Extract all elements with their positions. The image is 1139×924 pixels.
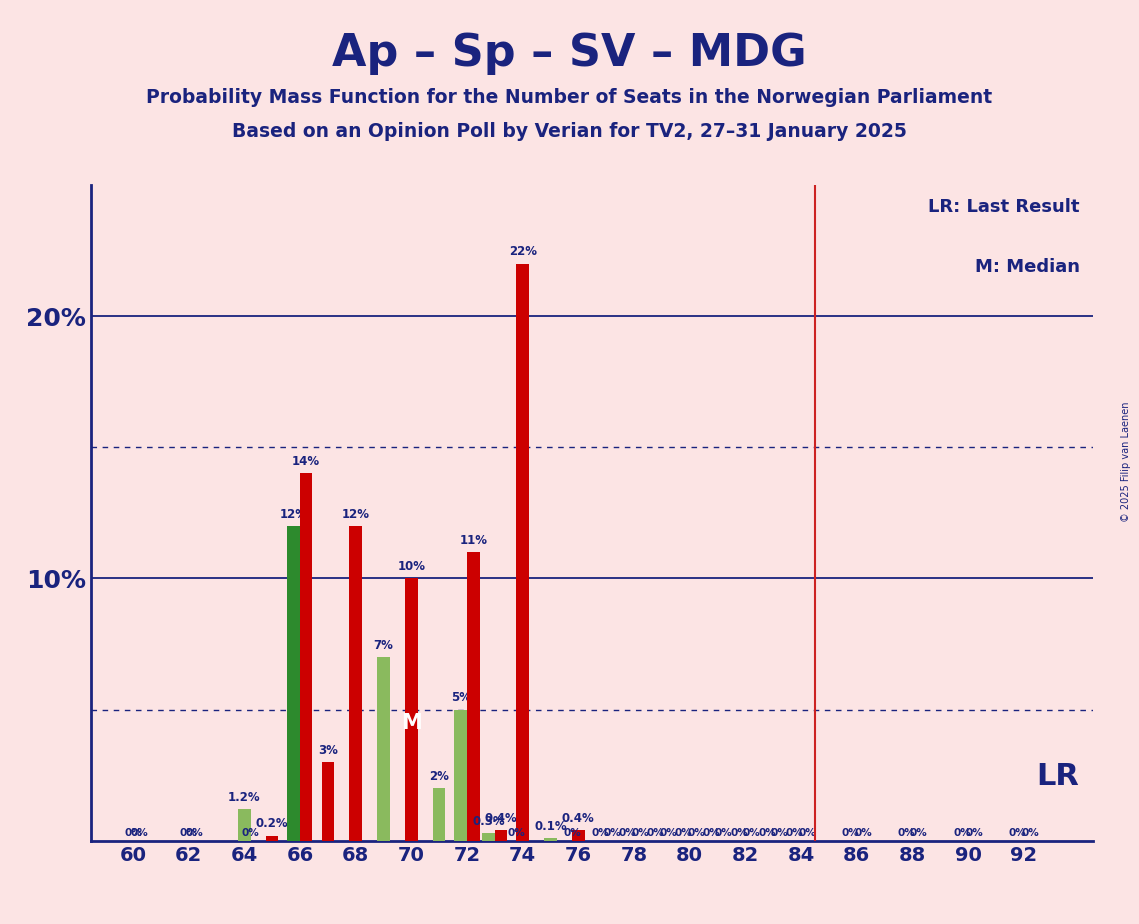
Text: LR: LR	[1036, 762, 1080, 791]
Text: 0.4%: 0.4%	[562, 812, 595, 825]
Bar	[405, 578, 418, 841]
Bar	[238, 809, 251, 841]
Text: 5%: 5%	[451, 691, 470, 704]
Text: 1.2%: 1.2%	[228, 791, 261, 804]
Text: 11%: 11%	[459, 534, 487, 547]
Bar	[516, 263, 528, 841]
Text: 0%: 0%	[743, 828, 761, 838]
Text: 0%: 0%	[953, 828, 970, 838]
Bar	[467, 553, 480, 841]
Text: 12%: 12%	[342, 507, 370, 521]
Text: 0.3%: 0.3%	[473, 815, 505, 828]
Text: 0%: 0%	[898, 828, 915, 838]
Bar	[494, 831, 507, 841]
Text: Ap – Sp – SV – MDG: Ap – Sp – SV – MDG	[333, 32, 806, 76]
Bar	[544, 838, 557, 841]
Bar	[433, 788, 445, 841]
Text: 0%: 0%	[631, 828, 649, 838]
Text: 0%: 0%	[647, 828, 664, 838]
Text: 10%: 10%	[398, 560, 425, 573]
Bar	[454, 710, 467, 841]
Text: 0%: 0%	[1009, 828, 1026, 838]
Text: 14%: 14%	[292, 456, 320, 468]
Bar	[482, 833, 494, 841]
Text: 0%: 0%	[186, 828, 204, 838]
Text: 12%: 12%	[280, 507, 308, 521]
Text: 0%: 0%	[798, 828, 817, 838]
Bar	[300, 473, 312, 841]
Text: 0%: 0%	[591, 828, 609, 838]
Text: © 2025 Filip van Laenen: © 2025 Filip van Laenen	[1121, 402, 1131, 522]
Text: 0%: 0%	[854, 828, 872, 838]
Text: 0%: 0%	[730, 828, 748, 838]
Text: 0%: 0%	[910, 828, 927, 838]
Text: 0%: 0%	[703, 828, 720, 838]
Text: 0%: 0%	[124, 828, 141, 838]
Text: 22%: 22%	[509, 245, 536, 259]
Text: 3%: 3%	[318, 744, 338, 757]
Text: 7%: 7%	[374, 638, 393, 652]
Text: 0%: 0%	[180, 828, 197, 838]
Text: 0%: 0%	[1022, 828, 1039, 838]
Text: Probability Mass Function for the Number of Seats in the Norwegian Parliament: Probability Mass Function for the Number…	[147, 88, 992, 107]
Text: 0%: 0%	[659, 828, 677, 838]
Text: 0%: 0%	[604, 828, 622, 838]
Bar	[265, 835, 278, 841]
Bar	[350, 526, 362, 841]
Text: 0.4%: 0.4%	[485, 812, 517, 825]
Text: 0%: 0%	[715, 828, 732, 838]
Text: 0.1%: 0.1%	[534, 820, 567, 833]
Text: Based on an Opinion Poll by Verian for TV2, 27–31 January 2025: Based on an Opinion Poll by Verian for T…	[232, 122, 907, 141]
Text: M: M	[401, 712, 421, 733]
Text: 0%: 0%	[786, 828, 804, 838]
Text: 2%: 2%	[429, 770, 449, 784]
Text: 0%: 0%	[130, 828, 148, 838]
Text: 0%: 0%	[563, 828, 581, 838]
Text: 0%: 0%	[241, 828, 260, 838]
Text: 0%: 0%	[966, 828, 983, 838]
Text: 0.2%: 0.2%	[256, 818, 288, 831]
Text: LR: Last Result: LR: Last Result	[928, 198, 1080, 216]
Text: 0%: 0%	[508, 828, 525, 838]
Bar	[572, 831, 584, 841]
Text: 0%: 0%	[771, 828, 788, 838]
Text: 0%: 0%	[687, 828, 705, 838]
Bar	[377, 657, 390, 841]
Text: 0%: 0%	[759, 828, 776, 838]
Text: M: Median: M: Median	[975, 259, 1080, 276]
Bar	[321, 762, 334, 841]
Text: 0%: 0%	[842, 828, 860, 838]
Text: 0%: 0%	[674, 828, 693, 838]
Text: 0%: 0%	[618, 828, 637, 838]
Bar	[287, 526, 300, 841]
